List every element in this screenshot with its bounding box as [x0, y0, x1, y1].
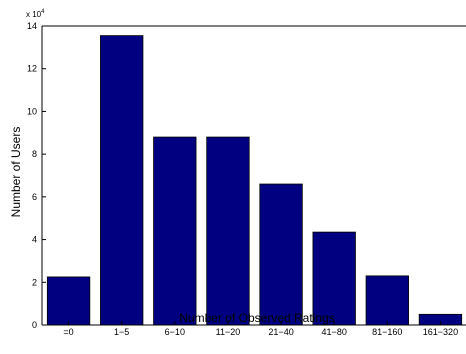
y-tick-label-5: 10	[27, 106, 37, 116]
bar-4	[259, 183, 303, 326]
y-tick-label-6: 12	[27, 64, 37, 74]
bars-group	[46, 35, 463, 326]
x-tick-label-5: 41−80	[322, 327, 347, 337]
x-tick-label-2: 6−10	[165, 327, 185, 337]
bar-0	[46, 276, 91, 326]
y-axis-title: Number of Users	[9, 127, 23, 218]
bar-2	[153, 136, 197, 326]
y-tick-label-1: 2	[32, 277, 37, 287]
x-tick-label-3: 11−20	[216, 327, 241, 337]
axes-group: 0 2 4 6 8 10 12 14 =0 1−5 6−10 11−20 21−40 41−80 81−16…	[27, 21, 466, 337]
y-tick-label-3: 6	[32, 192, 37, 202]
bar-6	[365, 275, 409, 326]
x-axis-title: Number of Observed Ratings	[179, 311, 334, 325]
y-tick-label-2: 4	[32, 235, 37, 245]
x-tick-label-1: 1−5	[114, 327, 129, 337]
y-tick-label-4: 8	[32, 149, 37, 159]
x-tick-label-6: 81−160	[372, 327, 402, 337]
x-tick-label-7: 161−320	[423, 327, 458, 337]
y-tick-label-7: 14	[27, 21, 37, 31]
x-tick-label-0: =0	[63, 327, 73, 337]
y-tick-label-0: 0	[32, 320, 37, 330]
x-tick-label-4: 21−40	[268, 327, 293, 337]
bar-1	[100, 35, 144, 326]
y-axis-multiplier: x 104	[26, 9, 45, 19]
bar-5	[312, 231, 356, 326]
bar-3	[206, 136, 250, 326]
labels-group: x 104 Number of Observed Ratings Number …	[9, 9, 335, 325]
